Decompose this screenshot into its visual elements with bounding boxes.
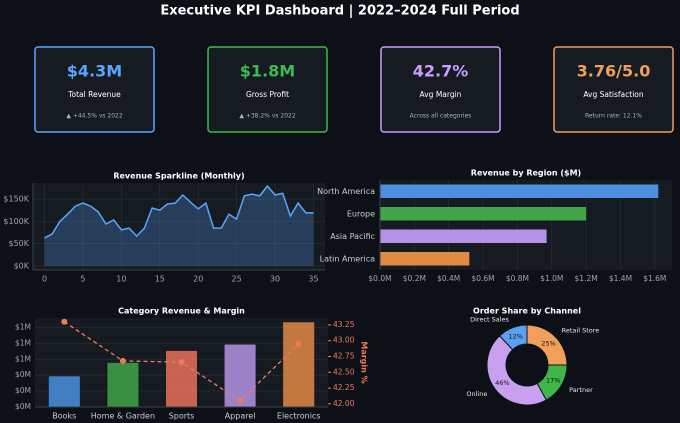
kpi-card xyxy=(553,46,674,133)
y-tick-label: $1M xyxy=(15,354,31,363)
line-point xyxy=(237,397,244,404)
bar xyxy=(282,321,315,408)
bar xyxy=(48,375,81,408)
slice-label: Partner xyxy=(569,386,593,394)
y2-tick-label: 42.75 xyxy=(333,352,355,361)
slice-label: Retail Store xyxy=(562,326,600,334)
kpi-note: Across all categories xyxy=(410,113,472,120)
x-tick-label: 35 xyxy=(308,275,318,284)
x-tick-label: Apparel xyxy=(225,412,256,421)
kpi-card xyxy=(380,46,501,133)
kpi-card xyxy=(207,46,328,133)
kpi-value: $1.8M xyxy=(240,62,295,81)
bar xyxy=(224,343,257,408)
y2-tick-label: 42.50 xyxy=(333,367,355,376)
slice-value-label: 46% xyxy=(495,379,509,387)
x-tick-label: $1.6M xyxy=(643,274,666,283)
line xyxy=(44,184,314,239)
x-tick-label: $1.2M xyxy=(575,274,598,283)
y2-tick-label: 43.25 xyxy=(333,320,355,329)
kpi-label: Gross Profit xyxy=(246,90,289,99)
y-tick-label: $1M xyxy=(15,338,31,347)
x-tick-label: 5 xyxy=(80,275,85,284)
kpi-label: Avg Satisfaction xyxy=(583,90,644,99)
y-tick-label: $1M xyxy=(15,323,31,332)
bar xyxy=(380,207,587,221)
kpi-note: Return rate: 12.1% xyxy=(585,113,642,120)
y-tick-label: Europe xyxy=(347,209,375,218)
x-tick-label: 0 xyxy=(42,275,47,284)
x-tick-label: $0.8M xyxy=(506,274,529,283)
bar xyxy=(380,184,659,198)
slice-value-label: 25% xyxy=(541,339,555,347)
x-tick-label: $0.6M xyxy=(471,274,494,283)
x-tick-label: Books xyxy=(52,412,76,421)
y-tick-label: $0K xyxy=(14,261,30,270)
y-tick-label: $150K xyxy=(3,195,29,204)
bar xyxy=(106,362,139,408)
dashboard-title: Executive KPI Dashboard | 2022–2024 Full… xyxy=(160,4,519,19)
bar xyxy=(380,252,470,266)
line-point xyxy=(61,318,68,325)
x-tick-label: $1.4M xyxy=(609,274,632,283)
kpi-value: $4.3M xyxy=(67,62,122,81)
y2-tick-label: 43.00 xyxy=(333,336,355,345)
x-tick-label: Sports xyxy=(169,412,195,421)
y-tick-label: $0M xyxy=(15,370,31,379)
y-tick-label: $100K xyxy=(3,217,29,226)
x-tick-label: Electronics xyxy=(277,412,321,421)
area xyxy=(44,186,314,266)
kpi-note: ▲ +44.5% vs 2022 xyxy=(66,113,123,120)
slice-value-label: 17% xyxy=(546,377,560,385)
line-point xyxy=(119,357,126,364)
pie-slice xyxy=(486,335,547,406)
y2-tick-label: 42.00 xyxy=(333,399,355,408)
x-tick-label: $0.0M xyxy=(368,274,391,283)
kpi-note: ▲ +38.2% vs 2022 xyxy=(239,113,296,120)
line-point xyxy=(178,359,185,366)
x-tick-label: 25 xyxy=(232,275,242,284)
kpi-value: 42.7% xyxy=(413,62,469,81)
y-tick-label: Latin America xyxy=(320,254,375,263)
chart-title: Order Share by Channel xyxy=(473,307,581,316)
x-tick-label: $1.0M xyxy=(540,274,563,283)
x-tick-label: $0.4M xyxy=(437,274,460,283)
x-tick-label: 30 xyxy=(270,275,280,284)
chart-title: Revenue by Region ($M) xyxy=(471,169,581,178)
kpi-label: Avg Margin xyxy=(420,90,462,99)
line-point xyxy=(295,340,302,347)
chart-title: Revenue Sparkline (Monthly) xyxy=(113,172,244,181)
y-tick-label: $0M xyxy=(15,402,31,411)
y2-tick-label: 42.25 xyxy=(333,383,355,392)
slice-label: Direct Sales xyxy=(470,315,509,323)
bar xyxy=(165,350,198,408)
y-tick-label: North America xyxy=(317,187,375,196)
y-tick-label: $0M xyxy=(15,386,31,395)
slice-value-label: 12% xyxy=(509,333,523,341)
kpi-label: Total Revenue xyxy=(67,90,121,99)
pie-slice xyxy=(498,324,528,351)
x-tick-label: 10 xyxy=(116,275,126,284)
x-tick-label: $0.2M xyxy=(403,274,426,283)
chart-title: Category Revenue & Margin xyxy=(118,307,245,316)
kpi-value: 3.76/5.0 xyxy=(577,62,651,81)
x-tick-label: Home & Garden xyxy=(91,412,155,421)
x-tick-label: 15 xyxy=(155,275,165,284)
y2-axis-label: Margin % xyxy=(360,341,369,383)
y-tick-label: $50K xyxy=(8,239,29,248)
bar xyxy=(380,229,547,243)
y-tick-label: Asia Pacific xyxy=(330,232,375,241)
slice-label: Online xyxy=(466,390,487,398)
plot-area xyxy=(33,183,325,270)
x-tick-label: 20 xyxy=(193,275,203,284)
kpi-card xyxy=(34,46,155,133)
